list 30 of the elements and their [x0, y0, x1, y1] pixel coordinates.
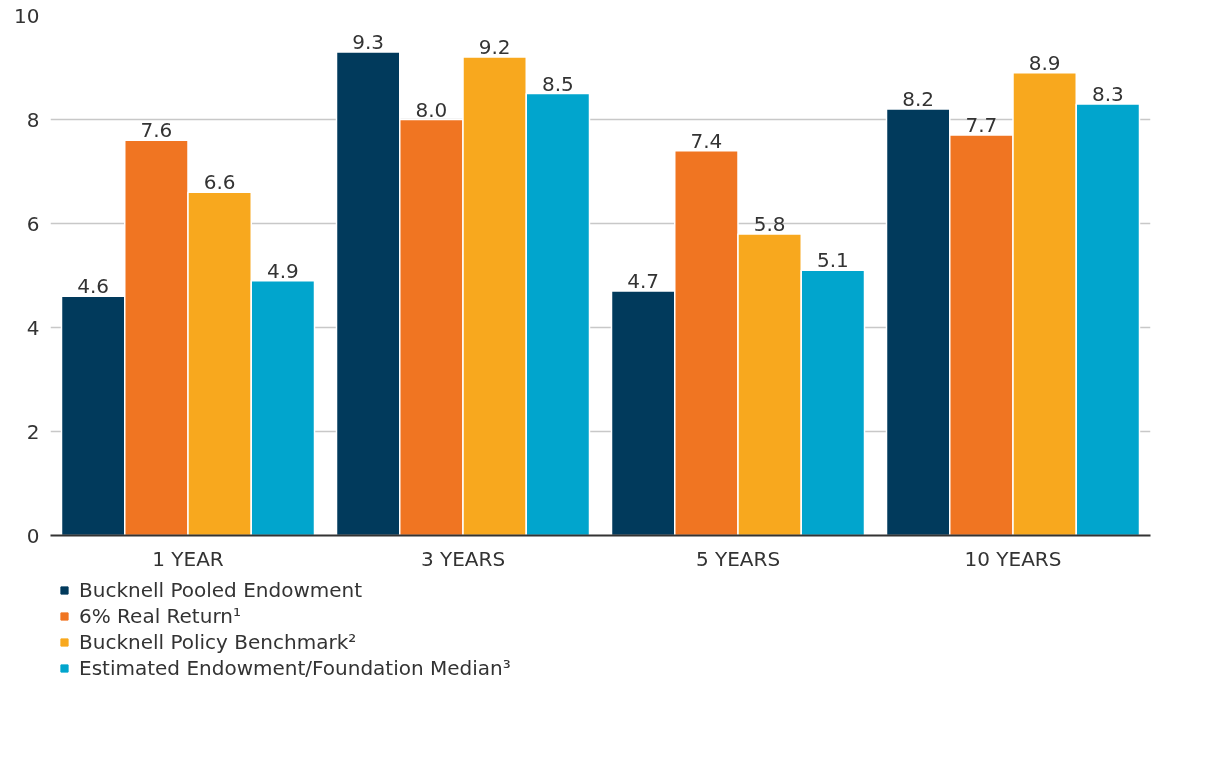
- data-label: 7.4: [690, 128, 723, 153]
- y-tick-label: 8: [26, 107, 40, 132]
- x-tick-label: 5 YEARS: [695, 546, 781, 571]
- data-label: 6.6: [203, 170, 236, 195]
- data-label: 4.6: [77, 274, 110, 299]
- data-label: 8.5: [541, 71, 574, 96]
- data-label: 7.6: [140, 118, 173, 143]
- y-tick-label: 0: [26, 523, 40, 548]
- data-label: 5.8: [753, 211, 786, 236]
- data-label: 7.7: [965, 113, 998, 138]
- y-tick-label: 6: [26, 211, 40, 236]
- x-tick-label: 3 YEARS: [420, 546, 506, 571]
- data-label: 4.7: [627, 269, 660, 294]
- data-label: 8.3: [1091, 81, 1124, 106]
- y-tick-label: 10: [14, 3, 40, 28]
- x-tick-label: 10 YEARS: [964, 546, 1062, 571]
- data-label: 9.2: [478, 35, 511, 60]
- data-label: 8.2: [902, 87, 935, 112]
- data-label: 5.1: [816, 248, 849, 273]
- y-tick-label: 4: [26, 315, 40, 340]
- legend-label: 6% Real Return¹: [79, 604, 241, 628]
- y-tick-label: 2: [26, 419, 40, 444]
- x-tick-label: 1 YEAR: [152, 546, 224, 571]
- data-label: 8.9: [1028, 50, 1061, 75]
- legend-label: Bucknell Policy Benchmark²: [79, 630, 357, 654]
- data-label: 9.3: [352, 29, 385, 54]
- legend-label: Bucknell Pooled Endowment: [79, 578, 363, 602]
- data-label: 4.9: [266, 258, 299, 283]
- data-label: 8.0: [415, 97, 448, 122]
- legend-label: Estimated Endowment/Foundation Median³: [79, 656, 511, 680]
